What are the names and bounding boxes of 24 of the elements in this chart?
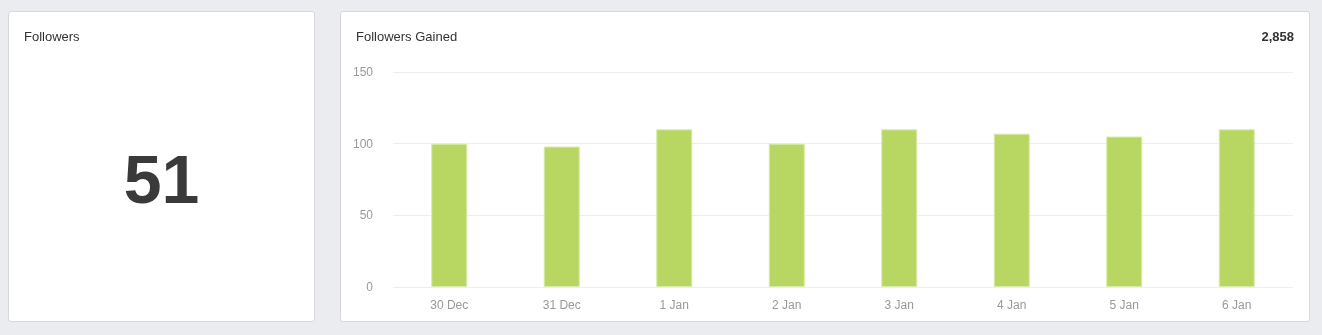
x-tick-label: 30 Dec: [430, 298, 469, 312]
bar: [1218, 129, 1255, 287]
x-tick-label: 31 Dec: [542, 298, 581, 312]
chart-title: Followers Gained: [356, 29, 458, 44]
y-tick-label: 150: [352, 65, 374, 79]
bar: [1106, 136, 1143, 287]
bar: [543, 146, 580, 287]
text: 2,858: [1261, 29, 1294, 44]
y-tick-label: 100: [352, 136, 374, 151]
y-tick-label: 50: [359, 208, 374, 223]
y-tick-label: 0: [366, 280, 374, 294]
bar: [768, 143, 805, 287]
text: Followers: [24, 29, 80, 44]
text: 51: [122, 140, 201, 218]
x-tick-label: 5 Jan: [1109, 298, 1139, 312]
x-tick-label: 2 Jan: [772, 298, 802, 312]
x-tick-label: 6 Jan: [1222, 298, 1252, 312]
bar: [431, 143, 468, 287]
x-tick-label: 4 Jan: [997, 298, 1027, 312]
x-tick-label: 1 Jan: [659, 298, 689, 312]
bar: [881, 129, 918, 287]
bar: [656, 129, 693, 287]
bar: [993, 133, 1030, 287]
x-tick-label: 3 Jan: [884, 298, 914, 312]
